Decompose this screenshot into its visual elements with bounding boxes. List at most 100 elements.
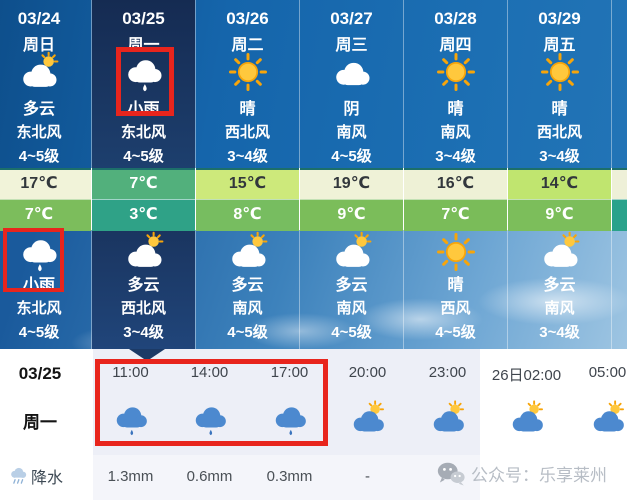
- high-temp: 7℃: [92, 168, 195, 201]
- cloud-sun-icon: [331, 231, 373, 273]
- highlight-box-rain-hours: [95, 359, 328, 446]
- selected-date: 03/25: [18, 364, 62, 383]
- forecast-column-0325[interactable]: 03/25 周一 小雨 东北风 4~5级 7℃ 3℃ 多云 西北风 3~4级: [91, 0, 195, 349]
- day-wind-level: 3~4级: [435, 148, 476, 165]
- column-weekday: 周日: [22, 37, 55, 54]
- night-wind-direction: 东北风: [16, 300, 62, 317]
- day-condition: 晴: [447, 101, 464, 118]
- cloud-rain-icon: [18, 231, 60, 273]
- blue-cloud-rain-icon: [271, 399, 309, 437]
- hour-cell: 26日02:00: [487, 349, 566, 500]
- watermark: 公众号：乐享莱州: [437, 461, 607, 486]
- precipitation-label-text: 降水: [31, 470, 64, 487]
- day-wind-direction: 南风: [336, 124, 367, 141]
- day-wind-level: 3~4级: [227, 148, 268, 165]
- low-temp: 9℃: [508, 199, 611, 231]
- precipitation-row-label: 降水: [8, 464, 63, 488]
- sun-icon: [227, 51, 269, 93]
- column-date: 03/24: [17, 9, 61, 28]
- column-date: 03/26: [226, 9, 269, 28]
- blue-cloud-sun-icon: [589, 399, 627, 437]
- night-wind-direction: 西风: [440, 300, 471, 317]
- hour-precip-value: 0.6mm: [186, 468, 233, 485]
- blue-cloud-rain-icon: [191, 399, 229, 437]
- day-wind-direction: 西北风: [536, 124, 582, 141]
- high-temp: 19℃: [300, 168, 403, 201]
- day-wind-direction: 东北风: [16, 124, 62, 141]
- forecast-column-partial: [611, 0, 627, 349]
- night-wind-direction: 南风: [336, 300, 367, 317]
- precip-icon: [8, 466, 28, 486]
- night-wind-level: 4~5级: [331, 324, 372, 341]
- watermark-text: 公众号：乐享莱州: [471, 466, 607, 485]
- night-condition: 晴: [447, 277, 464, 294]
- hour-time: 14:00: [190, 364, 229, 381]
- hour-time: 20:00: [348, 364, 387, 381]
- hour-precip-value: -: [365, 468, 370, 485]
- hour-precip-value: 1.3mm: [107, 468, 154, 485]
- hour-time: 23:00: [428, 364, 467, 381]
- night-condition: 多云: [127, 277, 160, 294]
- night-wind-level: 3~4级: [123, 324, 164, 341]
- highlight-box-night-rain: [3, 228, 64, 292]
- forecast-column-0327[interactable]: 03/27 周三 阴 南风 4~5级 19℃ 9℃ 多云 南风 4~5级: [299, 0, 403, 349]
- blue-cloud-rain-icon: [112, 399, 150, 437]
- high-temp: 14℃: [508, 168, 611, 201]
- night-condition: 多云: [543, 277, 576, 294]
- night-wind-level: 4~5级: [227, 324, 268, 341]
- night-wind-level: 4~5级: [18, 324, 60, 341]
- forecast-column-0324[interactable]: 03/24 周日 多云 东北风 4~5级 17℃ 7℃ 小雨 东北风 4~5级: [0, 0, 91, 349]
- hour-cells: 11:00 1.3mm 14:00 0.6mm 17:00 0.3mm 20:0…: [0, 349, 627, 500]
- day-condition: 多云: [22, 101, 55, 118]
- hour-cell: 05:00: [568, 349, 627, 500]
- column-weekday: 周五: [543, 37, 576, 54]
- hour-time: 05:00: [588, 364, 627, 381]
- day-wind-direction: 西北风: [224, 124, 270, 141]
- night-wind-level: 3~4级: [539, 324, 580, 341]
- blue-cloud-sun-icon: [429, 399, 467, 437]
- day-condition: 晴: [239, 101, 256, 118]
- night-wind-direction: 南风: [232, 300, 263, 317]
- hour-cell: 17:00 0.3mm: [250, 349, 329, 500]
- low-temp: 9℃: [300, 199, 403, 231]
- wechat-icon: [437, 461, 465, 486]
- selected-day-sidebar: 03/25 周一 降水: [0, 349, 93, 500]
- hour-cell: 23:00: [408, 349, 487, 500]
- day-wind-direction: 南风: [440, 124, 471, 141]
- column-date: 03/28: [434, 9, 477, 28]
- forecast-column-0329[interactable]: 03/29 周五 晴 西北风 3~4级 14℃ 9℃ 多云 南风 3~4级: [507, 0, 611, 349]
- column-weekday: 周二: [231, 37, 264, 54]
- sun-icon: [539, 51, 581, 93]
- cloud-sun-icon: [227, 231, 269, 273]
- hour-cell: 11:00 1.3mm: [91, 349, 170, 500]
- week-forecast: 03/24 周日 多云 东北风 4~5级 17℃ 7℃ 小雨 东北风 4~5级 …: [0, 0, 627, 349]
- night-wind-direction: 南风: [544, 300, 575, 317]
- high-temp: 15℃: [196, 168, 299, 201]
- hour-time: 26日02:00: [491, 367, 562, 384]
- hourly-forecast: 03/25 周一 降水 11:00 1.3mm 14:00 0.6mm 17:0…: [0, 349, 627, 500]
- high-temp: 16℃: [404, 168, 507, 201]
- night-condition: 多云: [231, 277, 264, 294]
- day-wind-level: 4~5级: [18, 148, 60, 165]
- night-condition: 多云: [335, 277, 368, 294]
- day-wind-level: 3~4级: [539, 148, 580, 165]
- forecast-column-0326[interactable]: 03/26 周二 晴 西北风 3~4级 15℃ 8℃ 多云 南风 4~5级: [195, 0, 299, 349]
- low-temp: 7℃: [404, 199, 507, 231]
- day-condition: 阴: [343, 101, 360, 118]
- day-wind-level: 4~5级: [123, 148, 164, 165]
- column-weekday: 周四: [439, 37, 472, 54]
- forecast-columns: 03/24 周日 多云 东北风 4~5级 17℃ 7℃ 小雨 东北风 4~5级 …: [0, 0, 627, 349]
- sun-icon: [435, 51, 477, 93]
- column-date: 03/27: [330, 9, 373, 28]
- low-temp: [612, 199, 627, 231]
- hour-precip-value: 0.3mm: [266, 468, 313, 485]
- day-condition: 晴: [551, 101, 568, 118]
- forecast-column-0328[interactable]: 03/28 周四 晴 南风 3~4级 16℃ 7℃ 晴 西风 4~5级: [403, 0, 507, 349]
- high-temp: 17℃: [0, 168, 91, 201]
- hour-time: 11:00: [112, 364, 149, 381]
- column-date: 03/25: [122, 9, 165, 28]
- cloud-sun-icon: [123, 231, 165, 273]
- blue-cloud-sun-icon: [508, 399, 546, 437]
- night-wind-level: 4~5级: [435, 324, 476, 341]
- selected-day-pointer: [129, 349, 165, 361]
